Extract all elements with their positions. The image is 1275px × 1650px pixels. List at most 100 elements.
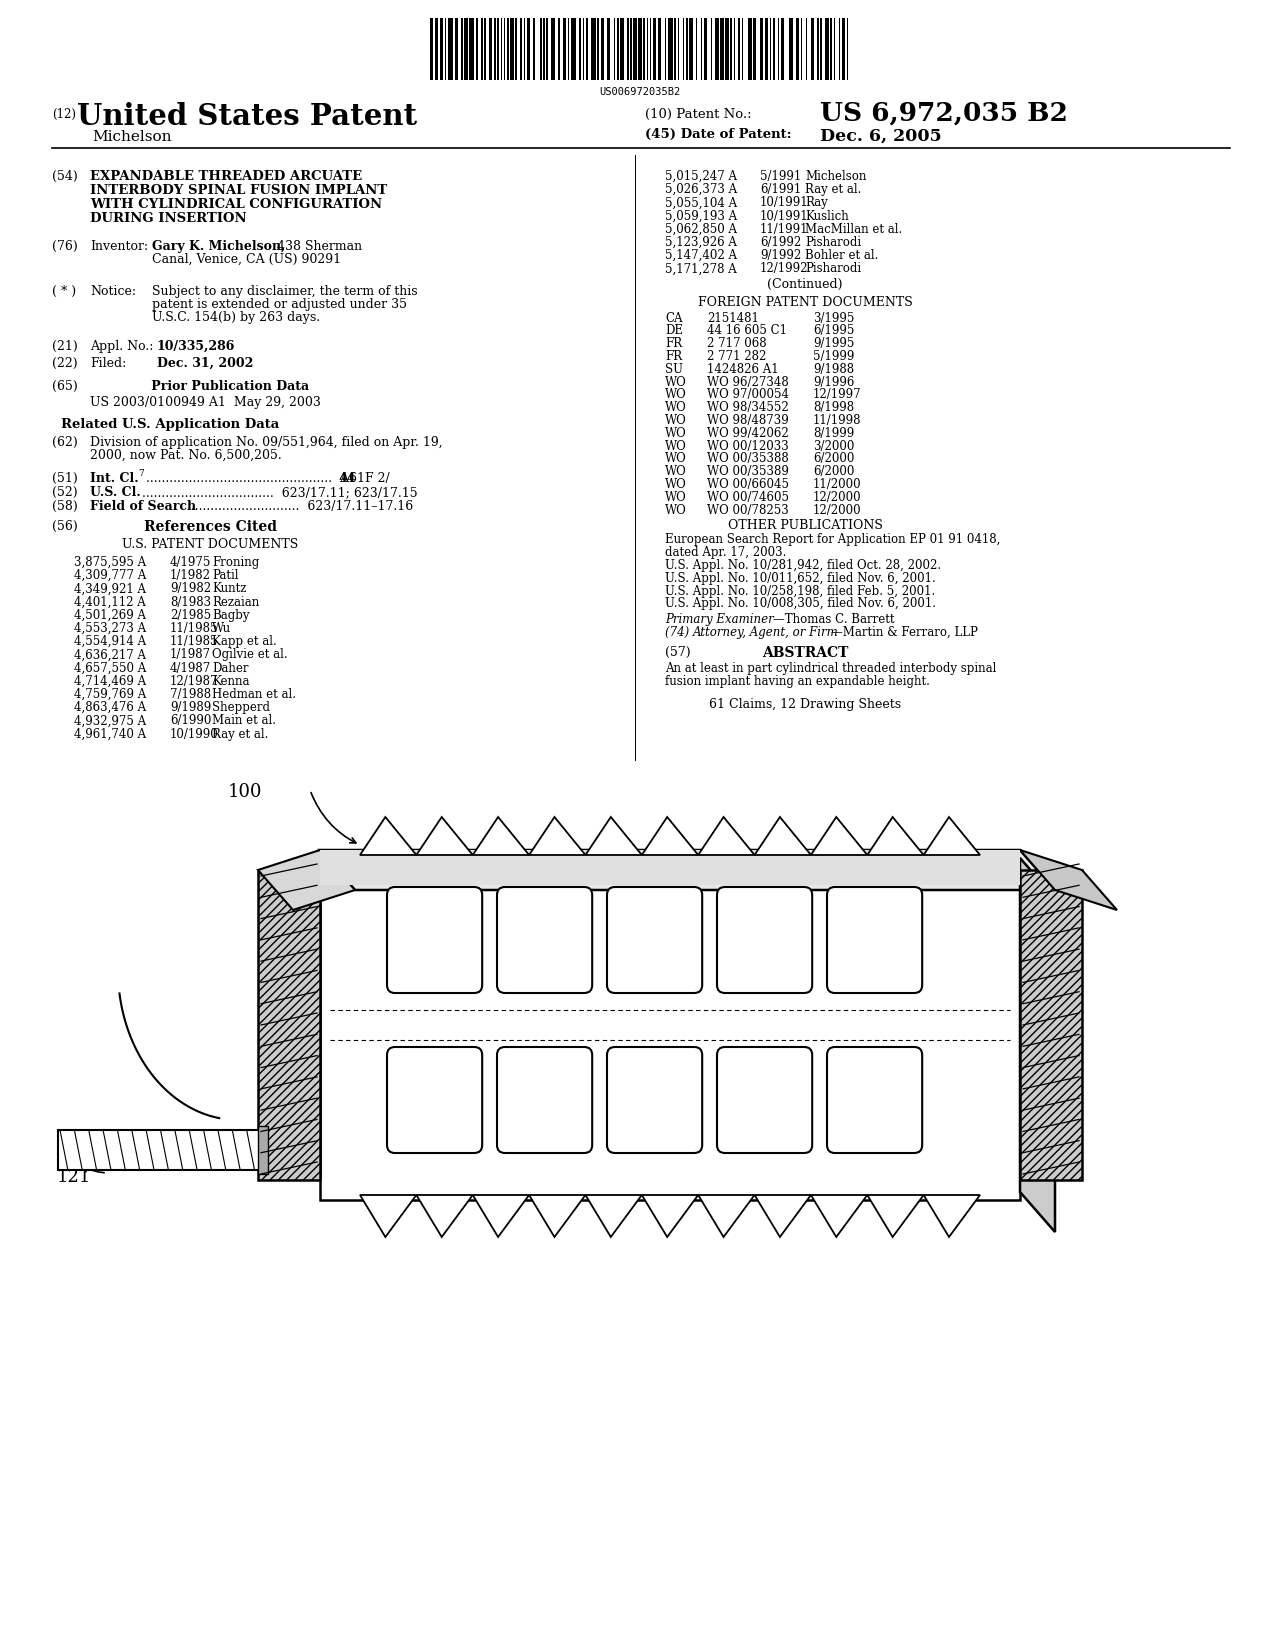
- Bar: [839, 18, 840, 79]
- Text: WO 00/74605: WO 00/74605: [708, 490, 789, 503]
- Text: WO 00/78253: WO 00/78253: [708, 503, 789, 516]
- Bar: [320, 850, 1020, 884]
- Text: WO: WO: [666, 439, 687, 452]
- Text: 9/1988: 9/1988: [813, 363, 854, 376]
- Text: Attorney, Agent, or Firm: Attorney, Agent, or Firm: [694, 625, 839, 639]
- Text: United States Patent: United States Patent: [76, 102, 417, 130]
- Text: WO: WO: [666, 503, 687, 516]
- Text: 4,309,777 A: 4,309,777 A: [74, 569, 147, 582]
- Bar: [515, 18, 516, 79]
- Text: 2000, now Pat. No. 6,500,205.: 2000, now Pat. No. 6,500,205.: [91, 449, 282, 462]
- Bar: [579, 18, 581, 79]
- Text: 9/1982: 9/1982: [170, 582, 212, 596]
- Bar: [567, 18, 570, 79]
- Bar: [668, 18, 673, 79]
- Polygon shape: [811, 1195, 867, 1238]
- Bar: [613, 18, 616, 79]
- Text: References Cited: References Cited: [144, 520, 277, 535]
- Polygon shape: [360, 1195, 417, 1238]
- Text: 2151481: 2151481: [708, 312, 759, 325]
- Text: 9/1989: 9/1989: [170, 701, 212, 714]
- Bar: [57, 1130, 263, 1170]
- Text: 2/1985: 2/1985: [170, 609, 212, 622]
- Bar: [778, 18, 779, 79]
- Text: 5/1999: 5/1999: [813, 350, 854, 363]
- Bar: [733, 18, 736, 79]
- Bar: [558, 18, 560, 79]
- Text: (56): (56): [52, 520, 78, 533]
- Bar: [607, 18, 611, 79]
- Text: 11/1998: 11/1998: [813, 414, 862, 427]
- Text: 12/2000: 12/2000: [813, 490, 862, 503]
- Polygon shape: [755, 1195, 811, 1238]
- Bar: [658, 18, 662, 79]
- Text: WO: WO: [666, 490, 687, 503]
- Text: 7/1988: 7/1988: [170, 688, 212, 701]
- Bar: [842, 18, 845, 79]
- Text: DE: DE: [666, 325, 683, 337]
- Text: Shepperd: Shepperd: [212, 701, 270, 714]
- Text: (Continued): (Continued): [768, 277, 843, 290]
- Text: 1/1982: 1/1982: [170, 569, 210, 582]
- Text: WITH CYLINDRICAL CONFIGURATION: WITH CYLINDRICAL CONFIGURATION: [91, 198, 382, 211]
- Text: 11/1985: 11/1985: [170, 635, 218, 648]
- Bar: [469, 18, 474, 79]
- Bar: [650, 18, 652, 79]
- FancyBboxPatch shape: [497, 888, 592, 993]
- Text: (76): (76): [52, 239, 78, 252]
- Bar: [527, 18, 530, 79]
- Text: WO 00/12033: WO 00/12033: [708, 439, 789, 452]
- Text: 5,062,850 A: 5,062,850 A: [666, 223, 737, 236]
- Text: 44 16 605 C1: 44 16 605 C1: [708, 325, 787, 337]
- Bar: [639, 18, 641, 79]
- Text: dated Apr. 17, 2003.: dated Apr. 17, 2003.: [666, 546, 787, 559]
- Text: SU: SU: [666, 363, 683, 376]
- Text: (45) Date of Patent:: (45) Date of Patent:: [645, 129, 792, 140]
- Text: 8/1999: 8/1999: [813, 427, 854, 441]
- Text: (57): (57): [666, 647, 691, 658]
- Bar: [742, 18, 743, 79]
- FancyBboxPatch shape: [827, 888, 922, 993]
- Bar: [682, 18, 685, 79]
- Text: ABSTRACT: ABSTRACT: [761, 647, 848, 660]
- Text: Kenna: Kenna: [212, 675, 250, 688]
- Bar: [493, 18, 496, 79]
- Text: (62): (62): [52, 436, 78, 449]
- Text: 7: 7: [138, 469, 144, 478]
- FancyBboxPatch shape: [607, 888, 703, 993]
- Text: 10/1990: 10/1990: [170, 728, 219, 741]
- Bar: [686, 18, 687, 79]
- Text: 6/2000: 6/2000: [813, 465, 854, 478]
- Text: Froning: Froning: [212, 556, 259, 569]
- Bar: [765, 18, 768, 79]
- Bar: [547, 18, 548, 79]
- Text: Filed:: Filed:: [91, 356, 126, 370]
- Text: 10/1991: 10/1991: [760, 210, 808, 223]
- Bar: [653, 18, 657, 79]
- Text: 6/2000: 6/2000: [813, 452, 854, 465]
- Text: Kuslich: Kuslich: [805, 210, 849, 223]
- Text: 9/1995: 9/1995: [813, 337, 854, 350]
- Polygon shape: [923, 817, 980, 855]
- Text: 438 Sherman: 438 Sherman: [277, 239, 362, 252]
- Text: 4,349,921 A: 4,349,921 A: [74, 582, 147, 596]
- Text: 4,714,469 A: 4,714,469 A: [74, 675, 147, 688]
- Text: Hedman et al.: Hedman et al.: [212, 688, 296, 701]
- Bar: [678, 18, 680, 79]
- Bar: [445, 18, 446, 79]
- Bar: [533, 18, 535, 79]
- Bar: [481, 18, 482, 79]
- Text: 12/2000: 12/2000: [813, 503, 862, 516]
- Polygon shape: [529, 1195, 585, 1238]
- Text: 4,932,975 A: 4,932,975 A: [74, 714, 147, 728]
- Text: patent is extended or adjusted under 35: patent is extended or adjusted under 35: [152, 299, 407, 310]
- Polygon shape: [699, 1195, 755, 1238]
- Text: U.S.C. 154(b) by 263 days.: U.S.C. 154(b) by 263 days.: [152, 310, 320, 323]
- Text: WO: WO: [666, 376, 687, 389]
- Text: 5,026,373 A: 5,026,373 A: [666, 183, 737, 196]
- Text: 5,171,278 A: 5,171,278 A: [666, 262, 737, 276]
- Text: Subject to any disclaimer, the term of this: Subject to any disclaimer, the term of t…: [152, 285, 418, 299]
- Text: U.S. Cl.: U.S. Cl.: [91, 487, 140, 498]
- Text: WO 98/34552: WO 98/34552: [708, 401, 789, 414]
- Text: 5,123,926 A: 5,123,926 A: [666, 236, 737, 249]
